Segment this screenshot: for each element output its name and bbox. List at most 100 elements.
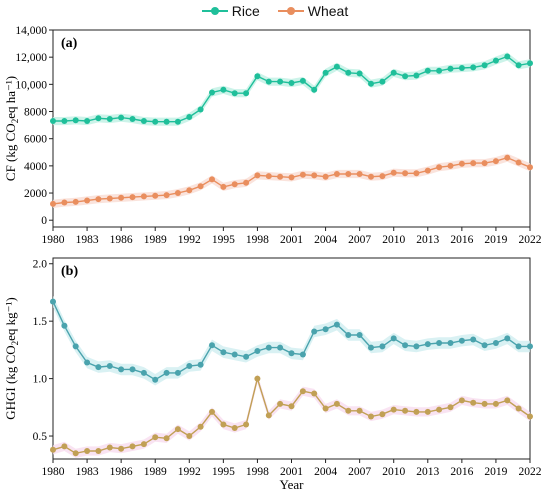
data-point-wheat <box>50 446 56 453</box>
data-point-rice <box>447 340 454 346</box>
data-point-wheat <box>515 405 522 412</box>
data-point-rice <box>197 361 204 368</box>
data-point-wheat <box>458 160 465 167</box>
legend-wheat-label: Wheat <box>307 3 349 19</box>
data-point-wheat <box>481 160 488 167</box>
data-point-wheat <box>424 167 431 174</box>
data-point-wheat <box>413 170 420 177</box>
data-point-rice <box>50 118 56 124</box>
data-point-rice <box>492 57 499 64</box>
data-point-rice <box>277 344 284 351</box>
legend-item-wheat: Wheat <box>277 3 349 19</box>
data-point-wheat <box>95 448 102 454</box>
data-point-rice <box>50 298 56 305</box>
data-point-rice <box>492 340 499 346</box>
data-point-wheat <box>436 406 443 413</box>
data-point-wheat <box>106 195 113 202</box>
data-point-wheat <box>322 173 329 180</box>
confidence-band-rice <box>53 295 530 386</box>
data-point-rice <box>504 53 511 60</box>
confidence-band-rice <box>53 52 530 126</box>
data-point-rice <box>265 78 272 85</box>
legend-item-rice: Rice <box>201 3 260 19</box>
data-point-wheat <box>174 426 181 433</box>
panel-label: (a) <box>61 36 78 51</box>
y-tick-label: 4000 <box>24 161 47 173</box>
data-point-rice <box>152 118 159 125</box>
x-tick-label: 2007 <box>348 466 371 478</box>
data-point-rice <box>174 118 181 125</box>
x-tick-label: 1998 <box>246 234 269 246</box>
x-tick-label: 2019 <box>484 234 507 246</box>
data-point-rice <box>95 115 102 122</box>
data-point-rice <box>481 342 488 349</box>
x-tick-label: 1992 <box>178 466 201 478</box>
data-point-wheat <box>402 407 409 414</box>
x-tick-label: 1989 <box>144 234 167 246</box>
data-point-wheat <box>174 190 181 196</box>
chart-legend: Rice Wheat <box>0 2 550 20</box>
x-tick-label: 1980 <box>42 234 65 246</box>
data-point-rice <box>322 326 329 333</box>
data-point-wheat <box>140 193 147 200</box>
data-point-wheat <box>299 388 306 395</box>
y-tick-label: 6000 <box>24 134 47 146</box>
y-tick-label: 0.5 <box>33 431 48 443</box>
data-point-wheat <box>436 164 443 171</box>
data-point-rice <box>129 116 136 122</box>
data-point-rice <box>61 118 68 124</box>
data-point-wheat <box>470 399 477 406</box>
data-point-rice <box>106 363 113 369</box>
y-tick-label: 12,000 <box>15 52 47 64</box>
data-point-wheat <box>345 171 352 177</box>
data-point-rice <box>424 341 431 348</box>
y-tick-label: 0 <box>41 215 47 227</box>
data-point-wheat <box>197 423 204 430</box>
data-point-wheat <box>288 174 295 181</box>
data-point-rice <box>220 86 227 93</box>
data-point-wheat <box>254 172 261 179</box>
x-tick-label: 1986 <box>110 466 133 478</box>
y-tick-label: 8000 <box>24 107 47 119</box>
data-point-wheat <box>379 173 386 180</box>
data-point-rice <box>458 65 465 71</box>
data-point-wheat <box>254 375 261 382</box>
data-point-rice <box>163 118 170 125</box>
data-point-wheat <box>527 164 533 171</box>
data-point-rice <box>84 118 91 124</box>
x-tick-label: 1983 <box>76 466 99 478</box>
data-point-wheat <box>95 196 102 203</box>
data-point-wheat <box>152 192 159 199</box>
data-point-wheat <box>368 413 374 420</box>
data-point-rice <box>61 322 68 329</box>
data-point-wheat <box>231 181 238 188</box>
data-point-wheat <box>50 200 56 207</box>
data-point-wheat <box>118 194 125 201</box>
data-point-rice <box>481 62 488 69</box>
data-point-wheat <box>356 171 363 177</box>
data-point-wheat <box>243 179 250 186</box>
data-point-wheat <box>163 435 170 442</box>
data-point-rice <box>447 65 454 72</box>
x-tick-label: 1998 <box>246 466 269 478</box>
data-point-wheat <box>311 172 318 179</box>
x-tick-label: 2013 <box>416 466 439 478</box>
x-tick-label: 2016 <box>450 466 473 478</box>
data-point-rice <box>436 340 443 346</box>
y-tick-label: 1.0 <box>33 374 48 386</box>
data-point-rice <box>72 117 79 124</box>
data-point-wheat <box>492 400 499 407</box>
legend-rice-label: Rice <box>231 3 260 19</box>
data-point-wheat <box>470 160 477 167</box>
data-point-rice <box>140 369 147 376</box>
data-point-wheat <box>458 397 465 404</box>
y-tick-label: 1.5 <box>33 316 48 328</box>
data-point-wheat <box>447 162 454 169</box>
data-point-wheat <box>186 187 193 194</box>
data-point-wheat <box>390 169 397 176</box>
data-point-wheat <box>72 198 79 205</box>
data-point-rice <box>265 344 272 351</box>
data-point-rice <box>379 343 386 350</box>
data-point-rice <box>106 116 113 122</box>
data-point-rice <box>254 348 261 354</box>
